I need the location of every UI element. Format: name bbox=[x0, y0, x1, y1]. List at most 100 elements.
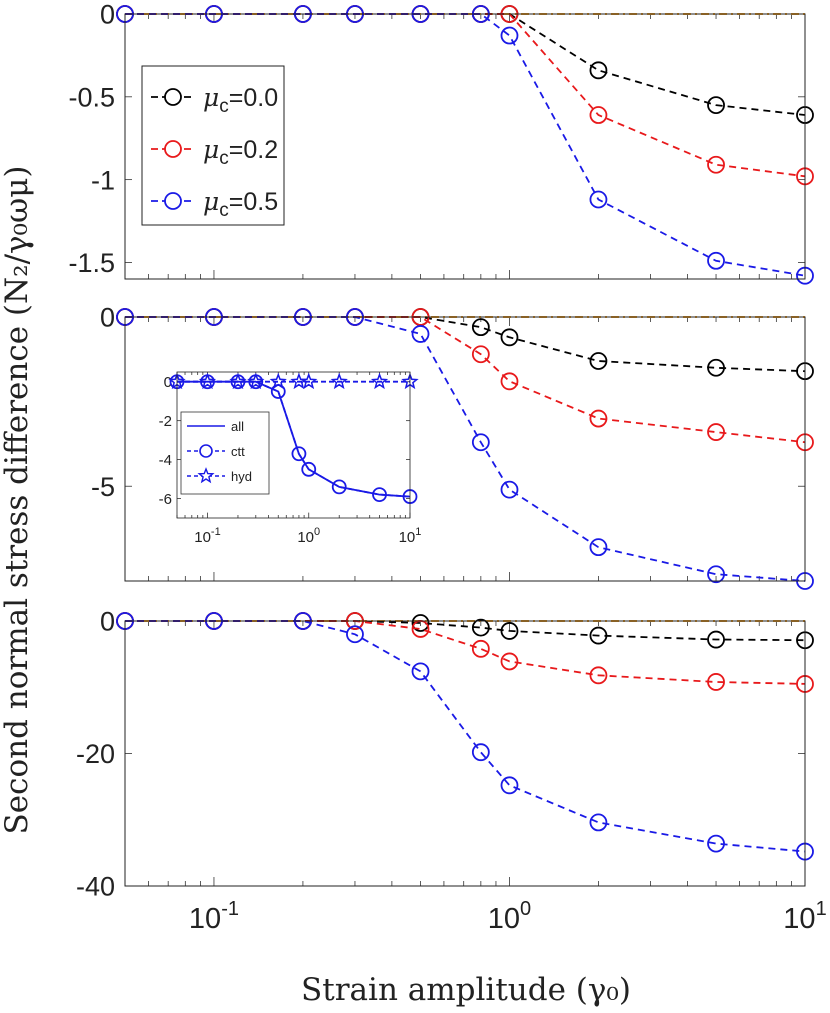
data-point bbox=[411, 614, 430, 632]
data-point bbox=[707, 673, 725, 691]
data-point bbox=[471, 618, 490, 637]
data-point bbox=[269, 372, 287, 390]
panels: 0 -0.5 -1 -1.5 0 -5 0 -20 -40 10-1 100 101 0 -2 -4 -6 10… bbox=[68, 0, 826, 935]
y-tick-label: -5 bbox=[91, 472, 115, 502]
x-tick-label: 101 bbox=[399, 526, 422, 546]
series-μc=0.5 bbox=[116, 612, 814, 861]
legend-marker bbox=[164, 192, 182, 210]
data-point bbox=[471, 345, 490, 364]
data-point bbox=[589, 626, 608, 645]
legend-entry: μc=0.2 bbox=[151, 135, 278, 169]
data-point bbox=[500, 776, 519, 795]
inset-legend-label: ctt bbox=[231, 444, 245, 459]
inset-legend: all ctt hyd bbox=[180, 411, 270, 495]
data-point bbox=[707, 251, 725, 270]
x-tick-label: 10-1 bbox=[194, 526, 220, 546]
data-point bbox=[471, 639, 490, 658]
data-point bbox=[346, 625, 364, 644]
inset-legend-label: hyd bbox=[231, 469, 252, 484]
legend-label: μc=0.5 bbox=[203, 187, 278, 221]
data-point bbox=[500, 328, 519, 347]
series-line bbox=[125, 316, 806, 373]
panel-middle: 0 -5 bbox=[91, 303, 814, 590]
data-point bbox=[372, 487, 387, 503]
panel-top: 0 -0.5 -1 -1.5 bbox=[68, 0, 814, 285]
data-point bbox=[707, 155, 725, 174]
y-tick-label: -0.5 bbox=[68, 83, 115, 113]
series-line bbox=[125, 620, 806, 642]
data-point bbox=[589, 538, 608, 557]
y-tick-label: 0 bbox=[100, 0, 115, 30]
data-point bbox=[500, 622, 519, 640]
inset-legend-entry: all bbox=[187, 419, 244, 434]
y-axis-title: Second normal stress difference (N₂/γ₀ωμ… bbox=[0, 166, 35, 835]
inset-legend-entry: hyd bbox=[187, 467, 252, 484]
x-tick-label: 100 bbox=[488, 898, 531, 935]
inset-legend-label: all bbox=[231, 419, 244, 434]
inset-legend-entry: ctt bbox=[187, 444, 245, 459]
data-point bbox=[330, 372, 348, 390]
y-tick-label: -20 bbox=[76, 739, 115, 769]
y-tick-label: -6 bbox=[159, 491, 172, 508]
axes-frame bbox=[124, 316, 806, 582]
legend: μc=0.0 μc=0.2 μc=0.5 bbox=[141, 65, 285, 226]
data-point bbox=[331, 479, 347, 495]
data-point bbox=[707, 423, 725, 441]
data-point bbox=[471, 743, 490, 762]
data-point bbox=[589, 106, 608, 124]
data-point bbox=[500, 26, 519, 45]
y-tick-label: -1.5 bbox=[68, 248, 115, 278]
y-tick-label: -1 bbox=[91, 165, 115, 195]
data-point bbox=[707, 565, 725, 584]
data-point bbox=[229, 372, 247, 390]
data-point bbox=[291, 446, 307, 462]
data-point bbox=[589, 352, 608, 370]
data-point bbox=[471, 318, 490, 337]
data-point bbox=[370, 372, 389, 390]
data-point bbox=[707, 834, 725, 853]
y-tick-label: 0 bbox=[100, 303, 115, 333]
axes-frame bbox=[124, 620, 806, 887]
y-tick-label: 0 bbox=[100, 607, 115, 637]
y-tick-label: -4 bbox=[159, 452, 172, 469]
series-line bbox=[177, 380, 411, 498]
y-tick-label: -40 bbox=[76, 872, 115, 902]
data-point bbox=[411, 325, 430, 343]
data-point bbox=[500, 652, 519, 671]
legend-label: μc=0.2 bbox=[203, 135, 278, 169]
axes-frame bbox=[124, 13, 806, 280]
x-tick-label: 10-1 bbox=[189, 898, 239, 935]
data-point bbox=[707, 630, 725, 649]
data-point bbox=[471, 433, 490, 452]
data-point bbox=[198, 372, 217, 390]
axes-frame bbox=[176, 371, 411, 519]
data-point bbox=[589, 190, 608, 209]
data-point bbox=[301, 461, 317, 477]
data-point bbox=[411, 662, 430, 681]
inset-legend-marker bbox=[199, 444, 213, 458]
y-tick-label: 0 bbox=[164, 374, 172, 391]
inset-legend-box bbox=[180, 411, 270, 495]
data-point bbox=[300, 372, 318, 390]
data-point bbox=[589, 666, 608, 685]
x-tick-label: 100 bbox=[297, 526, 320, 546]
legend-entry: μc=0.0 bbox=[151, 83, 278, 117]
series-line bbox=[125, 620, 806, 853]
legend-marker bbox=[164, 140, 182, 158]
data-point bbox=[589, 61, 608, 80]
series-line bbox=[125, 620, 806, 685]
inset-legend-marker bbox=[197, 467, 215, 484]
data-point bbox=[707, 358, 725, 377]
data-point bbox=[589, 409, 608, 428]
legend-label: μc=0.0 bbox=[203, 83, 278, 117]
data-point bbox=[707, 96, 725, 114]
data-point bbox=[247, 372, 265, 390]
data-point bbox=[500, 480, 519, 499]
data-point bbox=[589, 813, 608, 832]
data-point bbox=[500, 372, 519, 391]
legend-entry: μc=0.5 bbox=[151, 187, 278, 221]
legend-marker bbox=[164, 88, 182, 106]
panel-bottom: 0 -20 -40 10-1 100 101 bbox=[76, 607, 827, 935]
series-hyd bbox=[168, 372, 419, 390]
